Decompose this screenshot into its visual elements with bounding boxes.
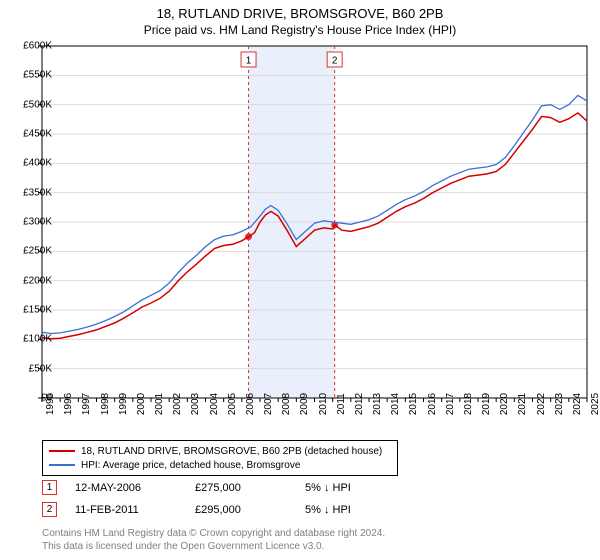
y-tick-label: £450K: [23, 129, 52, 140]
x-tick-label: 2002: [172, 393, 183, 415]
x-tick-label: 2022: [536, 393, 547, 415]
sale-price: £275,000: [195, 482, 305, 494]
x-tick-label: 1995: [45, 393, 56, 415]
legend-label: HPI: Average price, detached house, Brom…: [81, 460, 300, 471]
sale-row: 1 12-MAY-2006 £275,000 5% ↓ HPI: [42, 480, 582, 495]
sale-row: 2 11-FEB-2011 £295,000 5% ↓ HPI: [42, 502, 582, 517]
x-tick-label: 2015: [408, 393, 419, 415]
x-tick-label: 2020: [499, 393, 510, 415]
x-tick-label: 2024: [572, 393, 583, 415]
y-tick-label: £150K: [23, 305, 52, 316]
x-tick-label: 2011: [336, 393, 347, 415]
x-tick-label: 2010: [318, 393, 329, 415]
svg-text:2: 2: [332, 56, 338, 67]
y-tick-label: £600K: [23, 41, 52, 52]
x-tick-label: 2003: [190, 393, 201, 415]
x-tick-label: 2006: [245, 393, 256, 415]
x-tick-label: 2007: [263, 393, 274, 415]
x-tick-label: 2017: [445, 393, 456, 415]
chart-container: 18, RUTLAND DRIVE, BROMSGROVE, B60 2PB P…: [0, 0, 600, 560]
x-tick-label: 2001: [154, 393, 165, 415]
x-tick-label: 2004: [209, 393, 220, 415]
sale-date: 11-FEB-2011: [75, 504, 195, 516]
sale-delta: 5% ↓ HPI: [305, 504, 395, 516]
x-tick-label: 2016: [427, 393, 438, 415]
plot-area: 12: [42, 46, 587, 398]
legend-item: 18, RUTLAND DRIVE, BROMSGROVE, B60 2PB (…: [49, 444, 391, 458]
y-tick-label: £250K: [23, 246, 52, 257]
y-tick-label: £500K: [23, 99, 52, 110]
y-tick-label: £50K: [29, 363, 52, 374]
x-tick-label: 2009: [299, 393, 310, 415]
sale-price: £295,000: [195, 504, 305, 516]
sale-delta: 5% ↓ HPI: [305, 482, 395, 494]
x-tick-label: 2025: [590, 393, 600, 415]
y-tick-label: £300K: [23, 217, 52, 228]
chart-svg: 12: [42, 46, 587, 398]
x-tick-label: 2014: [390, 393, 401, 415]
legend-item: HPI: Average price, detached house, Brom…: [49, 458, 391, 472]
sale-marker-icon: 2: [42, 502, 57, 517]
sale-marker-number: 2: [47, 504, 53, 515]
footer-licence: This data is licensed under the Open Gov…: [42, 541, 324, 554]
svg-text:1: 1: [246, 56, 252, 67]
sale-date: 12-MAY-2006: [75, 482, 195, 494]
x-tick-label: 1996: [63, 393, 74, 415]
x-tick-label: 2021: [517, 393, 528, 415]
y-tick-label: £100K: [23, 334, 52, 345]
x-tick-label: 2018: [463, 393, 474, 415]
y-tick-label: £400K: [23, 158, 52, 169]
x-tick-label: 2023: [554, 393, 565, 415]
x-tick-label: 2005: [227, 393, 238, 415]
legend-label: 18, RUTLAND DRIVE, BROMSGROVE, B60 2PB (…: [81, 446, 382, 457]
y-tick-label: £350K: [23, 187, 52, 198]
x-tick-label: 1997: [81, 393, 92, 415]
sale-marker-icon: 1: [42, 480, 57, 495]
x-tick-label: 2013: [372, 393, 383, 415]
x-tick-label: 2012: [354, 393, 365, 415]
footer-copyright: Contains HM Land Registry data © Crown c…: [42, 528, 385, 541]
x-tick-label: 2000: [136, 393, 147, 415]
chart-title: 18, RUTLAND DRIVE, BROMSGROVE, B60 2PB: [0, 0, 600, 21]
sale-marker-number: 1: [47, 482, 53, 493]
chart-subtitle: Price paid vs. HM Land Registry's House …: [0, 21, 600, 37]
x-tick-label: 2008: [281, 393, 292, 415]
x-tick-label: 2019: [481, 393, 492, 415]
legend-swatch: [49, 450, 75, 452]
x-tick-label: 1999: [118, 393, 129, 415]
y-tick-label: £550K: [23, 70, 52, 81]
legend-swatch: [49, 464, 75, 466]
y-tick-label: £200K: [23, 275, 52, 286]
x-tick-label: 1998: [100, 393, 111, 415]
legend: 18, RUTLAND DRIVE, BROMSGROVE, B60 2PB (…: [42, 440, 398, 476]
